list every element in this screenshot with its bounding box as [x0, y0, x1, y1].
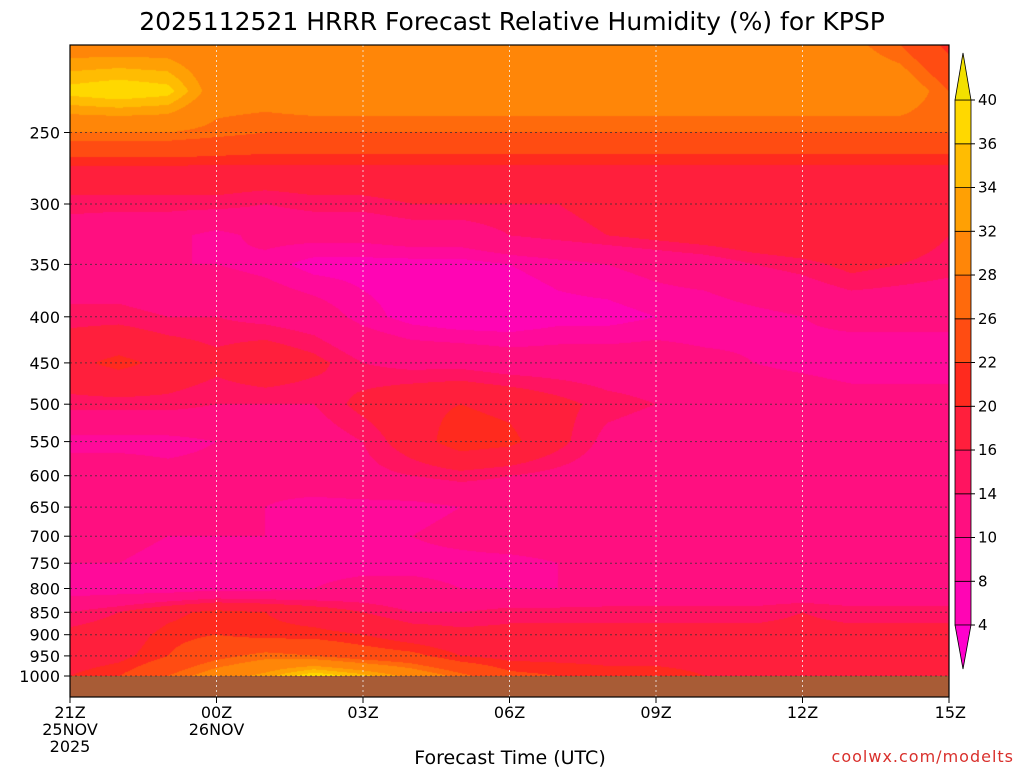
chart-title: 2025112521 HRRR Forecast Relative Humidi… — [139, 7, 885, 36]
y-tick-label: 700 — [29, 527, 60, 546]
colorbar-segment — [954, 493, 972, 538]
colorbar-segment — [954, 274, 972, 320]
plot-area: 250 300 350 400 450 500 550 600 650 700 750 800 850 9… — [19, 44, 966, 756]
colorbar-segment — [954, 580, 972, 626]
colorbar-segment — [954, 318, 972, 363]
x-tick-label: 25NOV — [42, 720, 98, 739]
x-tick-label: 21Z — [54, 703, 85, 722]
y-tick-label: 350 — [29, 255, 60, 274]
colorbar-label: 22 — [978, 354, 997, 372]
y-axis: 250 300 350 400 450 500 550 600 650 700 750 800 850 9… — [19, 124, 70, 686]
y-tick-label: 600 — [29, 467, 60, 486]
x-tick-label: 2025 — [50, 737, 91, 756]
colorbar-label: 36 — [978, 135, 997, 153]
y-tick-label: 250 — [29, 124, 60, 143]
y-tick-label: 650 — [29, 498, 60, 517]
colorbar-segment — [954, 187, 972, 232]
colorbar-label: 34 — [978, 179, 997, 197]
y-tick-label: 800 — [29, 580, 60, 599]
colorbar-extend-min — [954, 624, 972, 670]
x-tick-label: 03Z — [347, 703, 378, 722]
colorbar-label: 14 — [978, 485, 997, 503]
colorbar-label: 40 — [978, 91, 997, 109]
y-tick-label: 400 — [29, 308, 60, 327]
x-tick-label: 09Z — [640, 703, 671, 722]
x-tick-label: 15Z — [935, 703, 966, 722]
colorbar-label: 4 — [978, 616, 988, 634]
x-tick-label: 00Z — [201, 703, 232, 722]
colorbar-label: 16 — [978, 441, 997, 459]
colorbar-label: 26 — [978, 310, 997, 328]
colorbar: 4 8 10 14 16 20 22 26 28 32 34 36 40 — [954, 52, 997, 670]
colorbar-label: 32 — [978, 222, 997, 240]
colorbar-segment — [954, 230, 972, 276]
colorbar-segment — [954, 449, 972, 495]
colorbar-label: 20 — [978, 397, 997, 415]
colorbar-segment — [954, 537, 972, 582]
colorbar-segment — [954, 143, 972, 189]
colorbar-label: 28 — [978, 266, 997, 284]
y-tick-label: 950 — [29, 647, 60, 666]
y-tick-label: 1000 — [19, 667, 60, 686]
y-tick-label: 900 — [29, 626, 60, 645]
y-tick-label: 550 — [29, 433, 60, 452]
colorbar-extend-max — [954, 52, 972, 101]
x-tick-label: 26NOV — [189, 720, 245, 739]
x-tick-label: 06Z — [494, 703, 525, 722]
y-tick-label: 450 — [29, 354, 60, 373]
x-axis-label: Forecast Time (UTC) — [414, 747, 605, 768]
y-tick-label: 850 — [29, 603, 60, 622]
x-tick-label: 12Z — [787, 703, 818, 722]
y-tick-label: 750 — [29, 554, 60, 573]
y-tick-label: 500 — [29, 395, 60, 414]
colorbar-segment — [954, 405, 972, 451]
colorbar-segment — [954, 362, 972, 407]
y-tick-label: 300 — [29, 195, 60, 214]
credit-label: coolwx.com/modelts — [832, 747, 1014, 766]
colorbar-label: 10 — [978, 529, 997, 547]
colorbar-segment — [954, 99, 972, 145]
colorbar-label: 8 — [978, 572, 988, 590]
